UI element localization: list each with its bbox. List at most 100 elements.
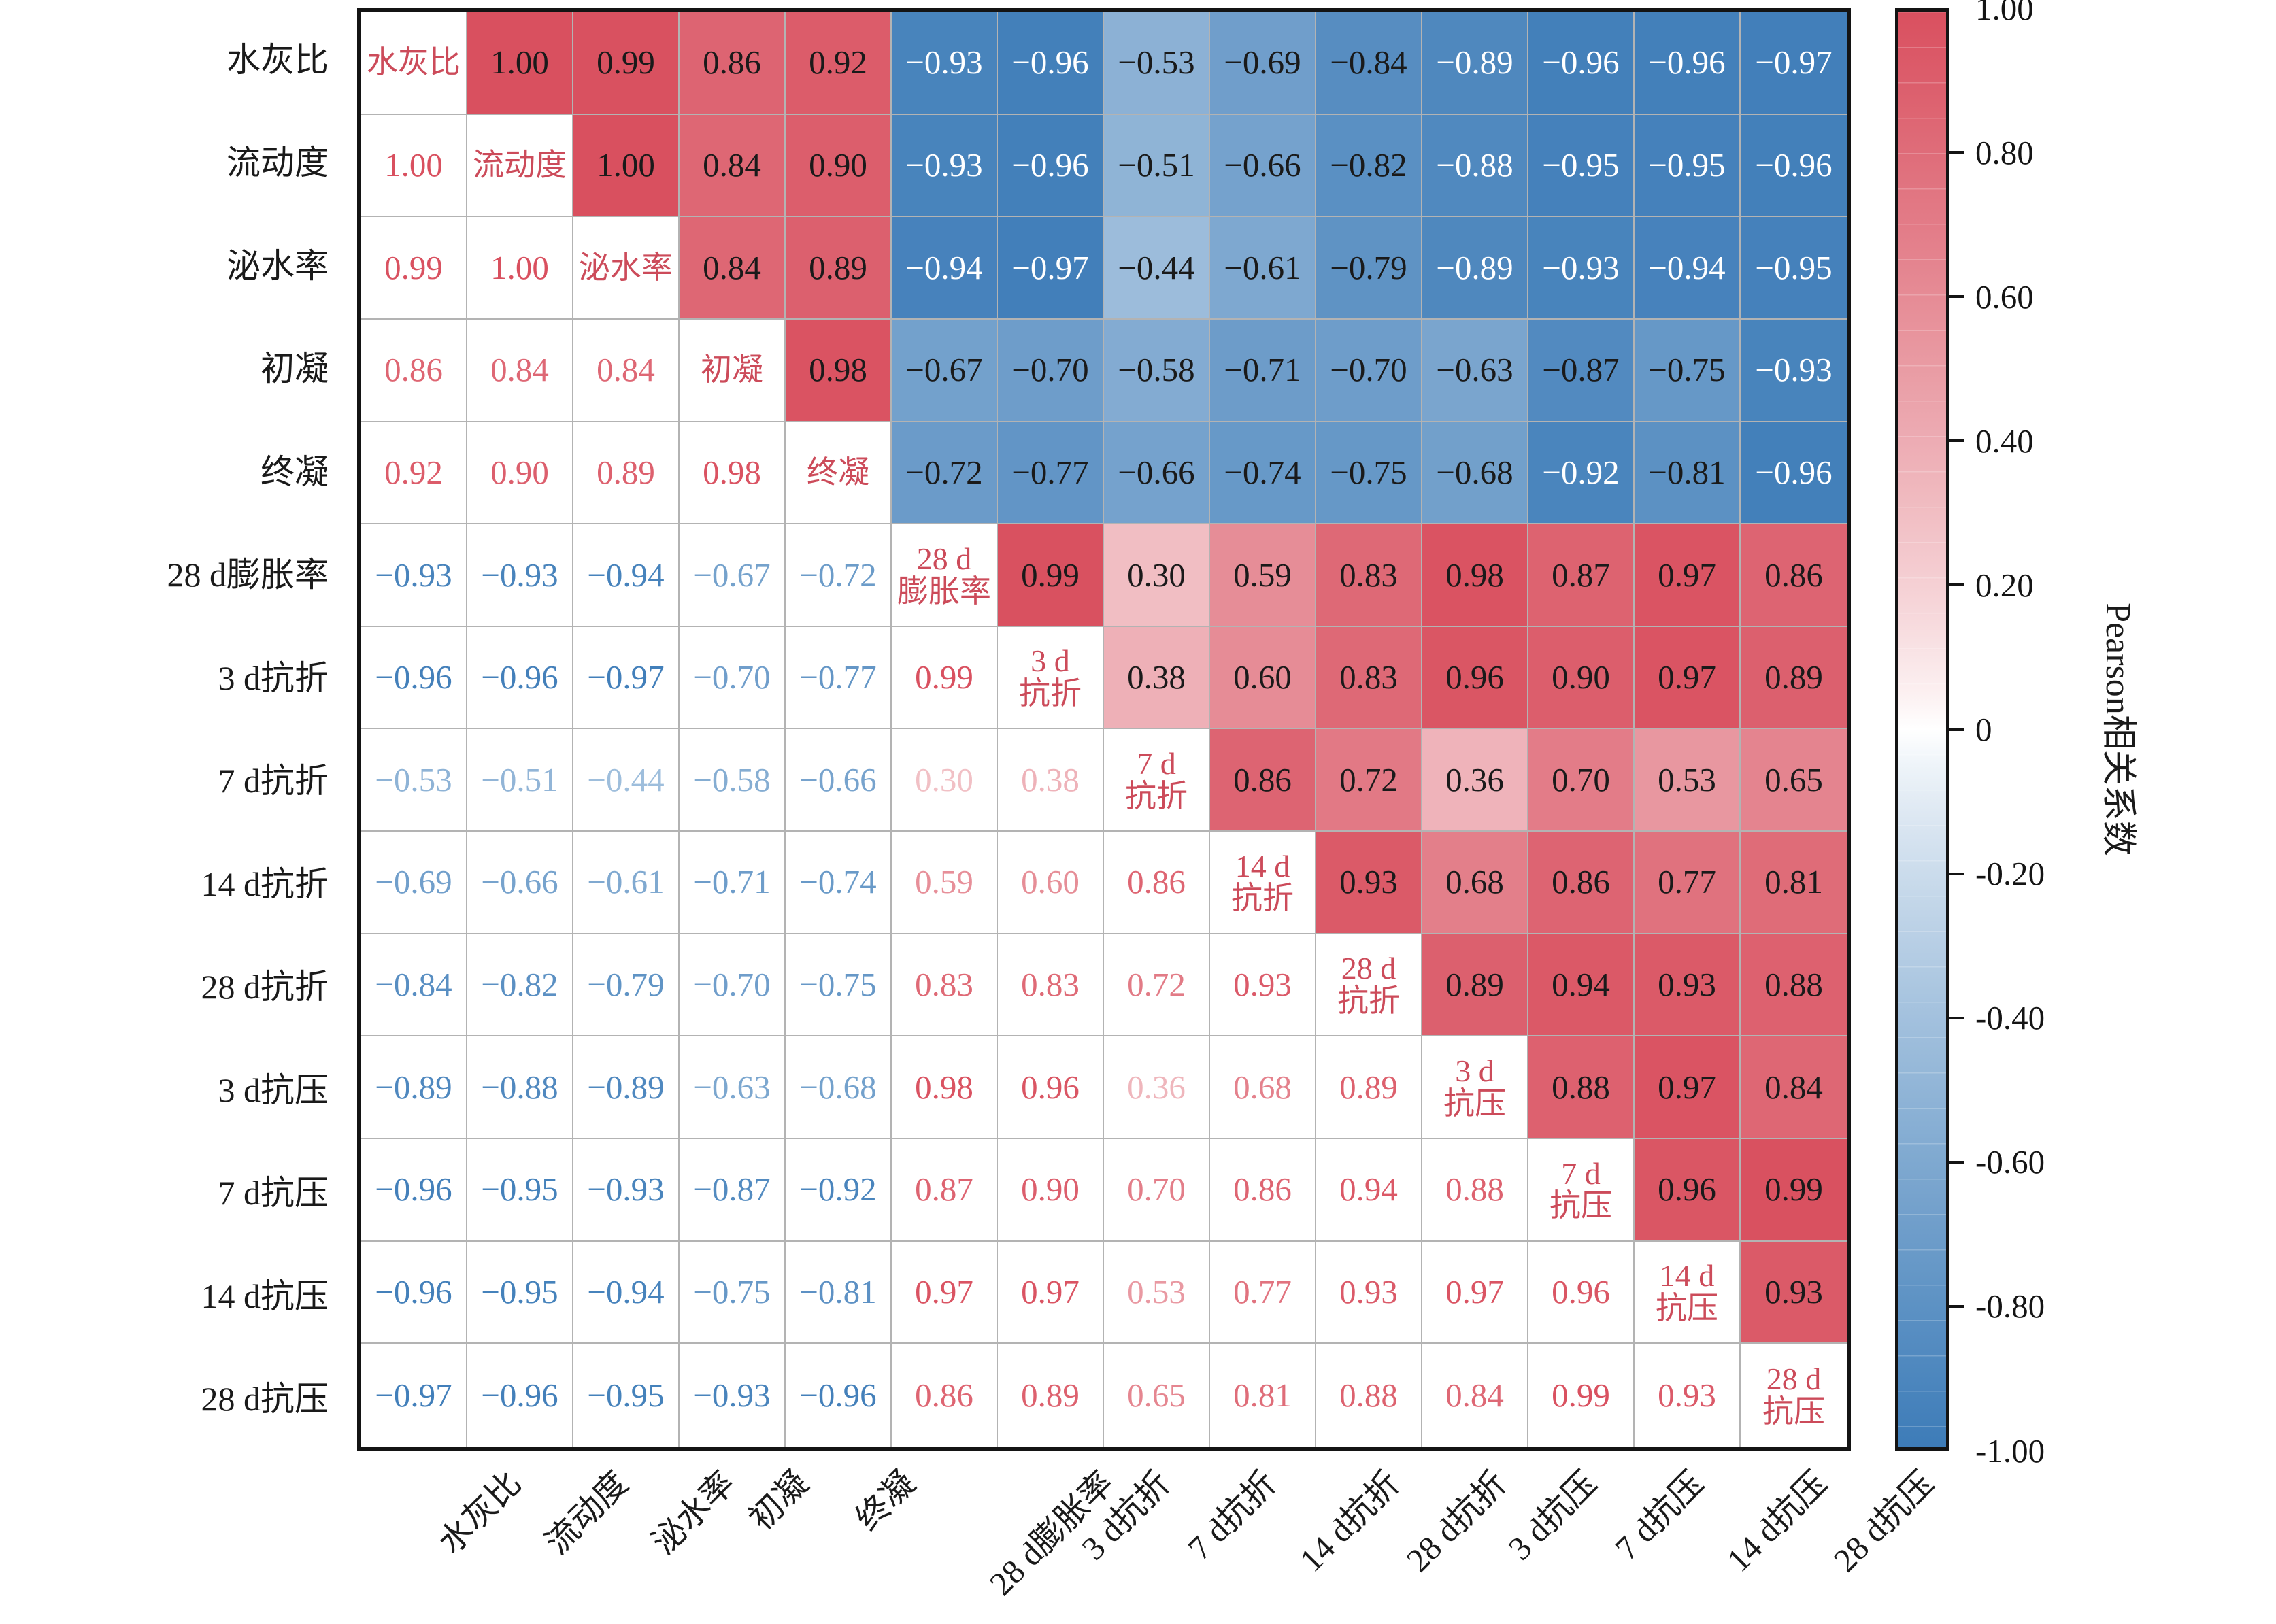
colorbar-tick-text: 0.80 xyxy=(1975,133,2034,171)
diagonal-variable-label: 3 d 抗压 xyxy=(1441,1055,1509,1120)
heatmap-cell-text: −0.92 xyxy=(786,1139,892,1242)
heatmap-cell-filled: 0.94 xyxy=(1528,934,1635,1037)
diagonal-label-line: 14 d xyxy=(1659,1258,1715,1293)
heatmap-cell-value: −0.95 xyxy=(1648,146,1726,184)
heatmap-cell-filled: 0.96 xyxy=(1635,1139,1741,1242)
heatmap-cell-value: 0.89 xyxy=(1021,1376,1080,1414)
heatmap-cell-text: −0.44 xyxy=(573,729,680,832)
heatmap-cell-text: 0.94 xyxy=(1316,1139,1422,1242)
heatmap-cell-value: −0.95 xyxy=(1542,146,1620,184)
heatmap-cell-filled: −0.87 xyxy=(1528,319,1635,422)
heatmap-cell-value: −0.71 xyxy=(1224,351,1301,389)
diagonal-label-line: 初凝 xyxy=(701,352,763,388)
heatmap-cell-text: 0.88 xyxy=(1316,1344,1422,1447)
heatmap-cell-value: 0.59 xyxy=(915,863,973,901)
heatmap-cell-filled: 0.99 xyxy=(1741,1139,1847,1242)
colorbar-tick: 0.60 xyxy=(1949,276,2034,317)
heatmap-cell-value: 0.96 xyxy=(1021,1068,1080,1106)
heatmap-cell-text: −0.87 xyxy=(680,1139,786,1242)
heatmap-cell-value: 0.86 xyxy=(1233,1170,1292,1208)
heatmap-cell-value: −0.96 xyxy=(375,1170,452,1208)
heatmap-cell-value: 0.93 xyxy=(1233,966,1292,1004)
y-axis-tick-label: 7 d抗折 xyxy=(218,762,329,800)
heatmap-cell-filled: 0.53 xyxy=(1635,729,1741,832)
heatmap-cell-value: −0.96 xyxy=(799,1376,877,1414)
heatmap-cell-value: 0.30 xyxy=(1127,556,1186,594)
heatmap-cell-value: 0.94 xyxy=(1552,966,1610,1004)
heatmap-cell-value: 0.53 xyxy=(1658,760,1716,798)
heatmap-cell-value: −0.94 xyxy=(587,556,665,594)
colorbar-tick: -0.40 xyxy=(1949,998,2045,1038)
heatmap-cell-text: 0.59 xyxy=(892,832,998,934)
heatmap-cell-filled: −0.95 xyxy=(1528,114,1635,218)
heatmap-diagonal-cell: 7 d 抗折 xyxy=(1104,729,1210,832)
y-axis-tick-label: 14 d抗折 xyxy=(201,864,329,903)
heatmap-cell-value: 0.90 xyxy=(490,453,549,491)
heatmap-cell-value: −0.88 xyxy=(1436,146,1513,184)
heatmap-cell-filled: 0.88 xyxy=(1741,934,1847,1037)
heatmap-cell-value: 0.68 xyxy=(1233,1068,1292,1106)
heatmap-cell-value: −0.58 xyxy=(693,760,771,798)
heatmap-cell-filled: 0.97 xyxy=(1635,1036,1741,1140)
heatmap-cell-value: −0.74 xyxy=(799,863,877,901)
heatmap-cell-filled: −0.93 xyxy=(892,114,998,218)
heatmap-cell-value: 0.90 xyxy=(809,146,867,184)
heatmap-cell-value: 0.93 xyxy=(1764,1273,1823,1311)
heatmap-cell-filled: 0.83 xyxy=(1316,626,1422,730)
colorbar-tick-mark xyxy=(1949,295,1964,299)
heatmap-cell-value: 0.90 xyxy=(1552,658,1610,696)
heatmap-cell-value: −0.75 xyxy=(1648,351,1726,389)
heatmap-cell-value: −0.81 xyxy=(799,1273,877,1311)
heatmap-cell-value: −0.70 xyxy=(1011,351,1089,389)
diagonal-variable-label: 7 d 抗压 xyxy=(1547,1157,1615,1223)
heatmap-cell-value: −0.66 xyxy=(481,863,558,901)
colorbar-tick: 1.00 xyxy=(1949,0,2034,29)
heatmap-cell-text: −0.67 xyxy=(680,524,786,627)
heatmap-cell-value: −0.63 xyxy=(693,1068,771,1106)
heatmap-cell-value: 0.86 xyxy=(1552,863,1610,901)
x-axis-tick-slot: 泌水率 xyxy=(571,1455,742,1624)
heatmap-cell-value: 0.96 xyxy=(1445,658,1504,696)
heatmap-cell-filled: −0.97 xyxy=(998,217,1104,320)
heatmap-cell-filled: 0.60 xyxy=(1210,626,1316,730)
heatmap-cell-value: −0.96 xyxy=(1542,44,1620,82)
heatmap-cell-value: −0.72 xyxy=(905,453,983,491)
heatmap-cell-filled: 0.87 xyxy=(1528,524,1635,627)
heatmap-cell-value: 0.97 xyxy=(1658,658,1716,696)
heatmap-cell-value: 0.84 xyxy=(703,248,761,286)
heatmap-cell-filled: 0.86 xyxy=(680,12,786,115)
diagonal-variable-label: 初凝 xyxy=(698,354,766,386)
heatmap-cell-value: −0.96 xyxy=(1648,44,1726,82)
heatmap-cell-text: −0.79 xyxy=(573,934,680,1037)
diagonal-label-line: 抗压 xyxy=(1550,1188,1612,1223)
heatmap-cell-value: −0.75 xyxy=(1330,453,1407,491)
diagonal-variable-label: 14 d 抗压 xyxy=(1653,1259,1721,1325)
heatmap-cell-filled: −0.93 xyxy=(1528,217,1635,320)
heatmap-cell-value: −0.79 xyxy=(1330,248,1407,286)
heatmap-cell-text: −0.66 xyxy=(467,832,573,934)
heatmap-cell-value: −0.82 xyxy=(481,966,558,1004)
heatmap-cell-filled: −0.79 xyxy=(1316,217,1422,320)
heatmap-cell-value: −0.95 xyxy=(481,1273,558,1311)
heatmap-cell-text: −0.89 xyxy=(573,1036,680,1140)
heatmap-cell-filled: 0.86 xyxy=(1528,832,1635,934)
heatmap-cell-value: −0.58 xyxy=(1118,351,1195,389)
heatmap-cell-filled: −0.71 xyxy=(1210,319,1316,422)
heatmap-cell-text: 0.89 xyxy=(998,1344,1104,1447)
heatmap-cell-filled: −0.84 xyxy=(1316,12,1422,115)
heatmap-diagonal-cell: 28 d 抗折 xyxy=(1316,934,1422,1037)
heatmap-cell-value: −0.87 xyxy=(693,1170,771,1208)
heatmap-cell-text: −0.93 xyxy=(573,1139,680,1242)
heatmap-diagonal-cell: 流动度 xyxy=(467,114,573,218)
heatmap-cell-text: −0.68 xyxy=(786,1036,892,1140)
heatmap-cell-text: −0.51 xyxy=(467,729,573,832)
heatmap-cell-text: 0.86 xyxy=(1210,1139,1316,1242)
heatmap-cell-value: −0.70 xyxy=(693,658,771,696)
heatmap-cell-filled: −0.96 xyxy=(998,12,1104,115)
heatmap-cell-value: 0.60 xyxy=(1233,658,1292,696)
diagonal-variable-label: 14 d 抗折 xyxy=(1228,849,1296,915)
heatmap-cell-value: 0.83 xyxy=(1021,966,1080,1004)
heatmap-cell-value: 0.92 xyxy=(809,44,867,82)
heatmap-cell-text: −0.96 xyxy=(361,626,467,730)
